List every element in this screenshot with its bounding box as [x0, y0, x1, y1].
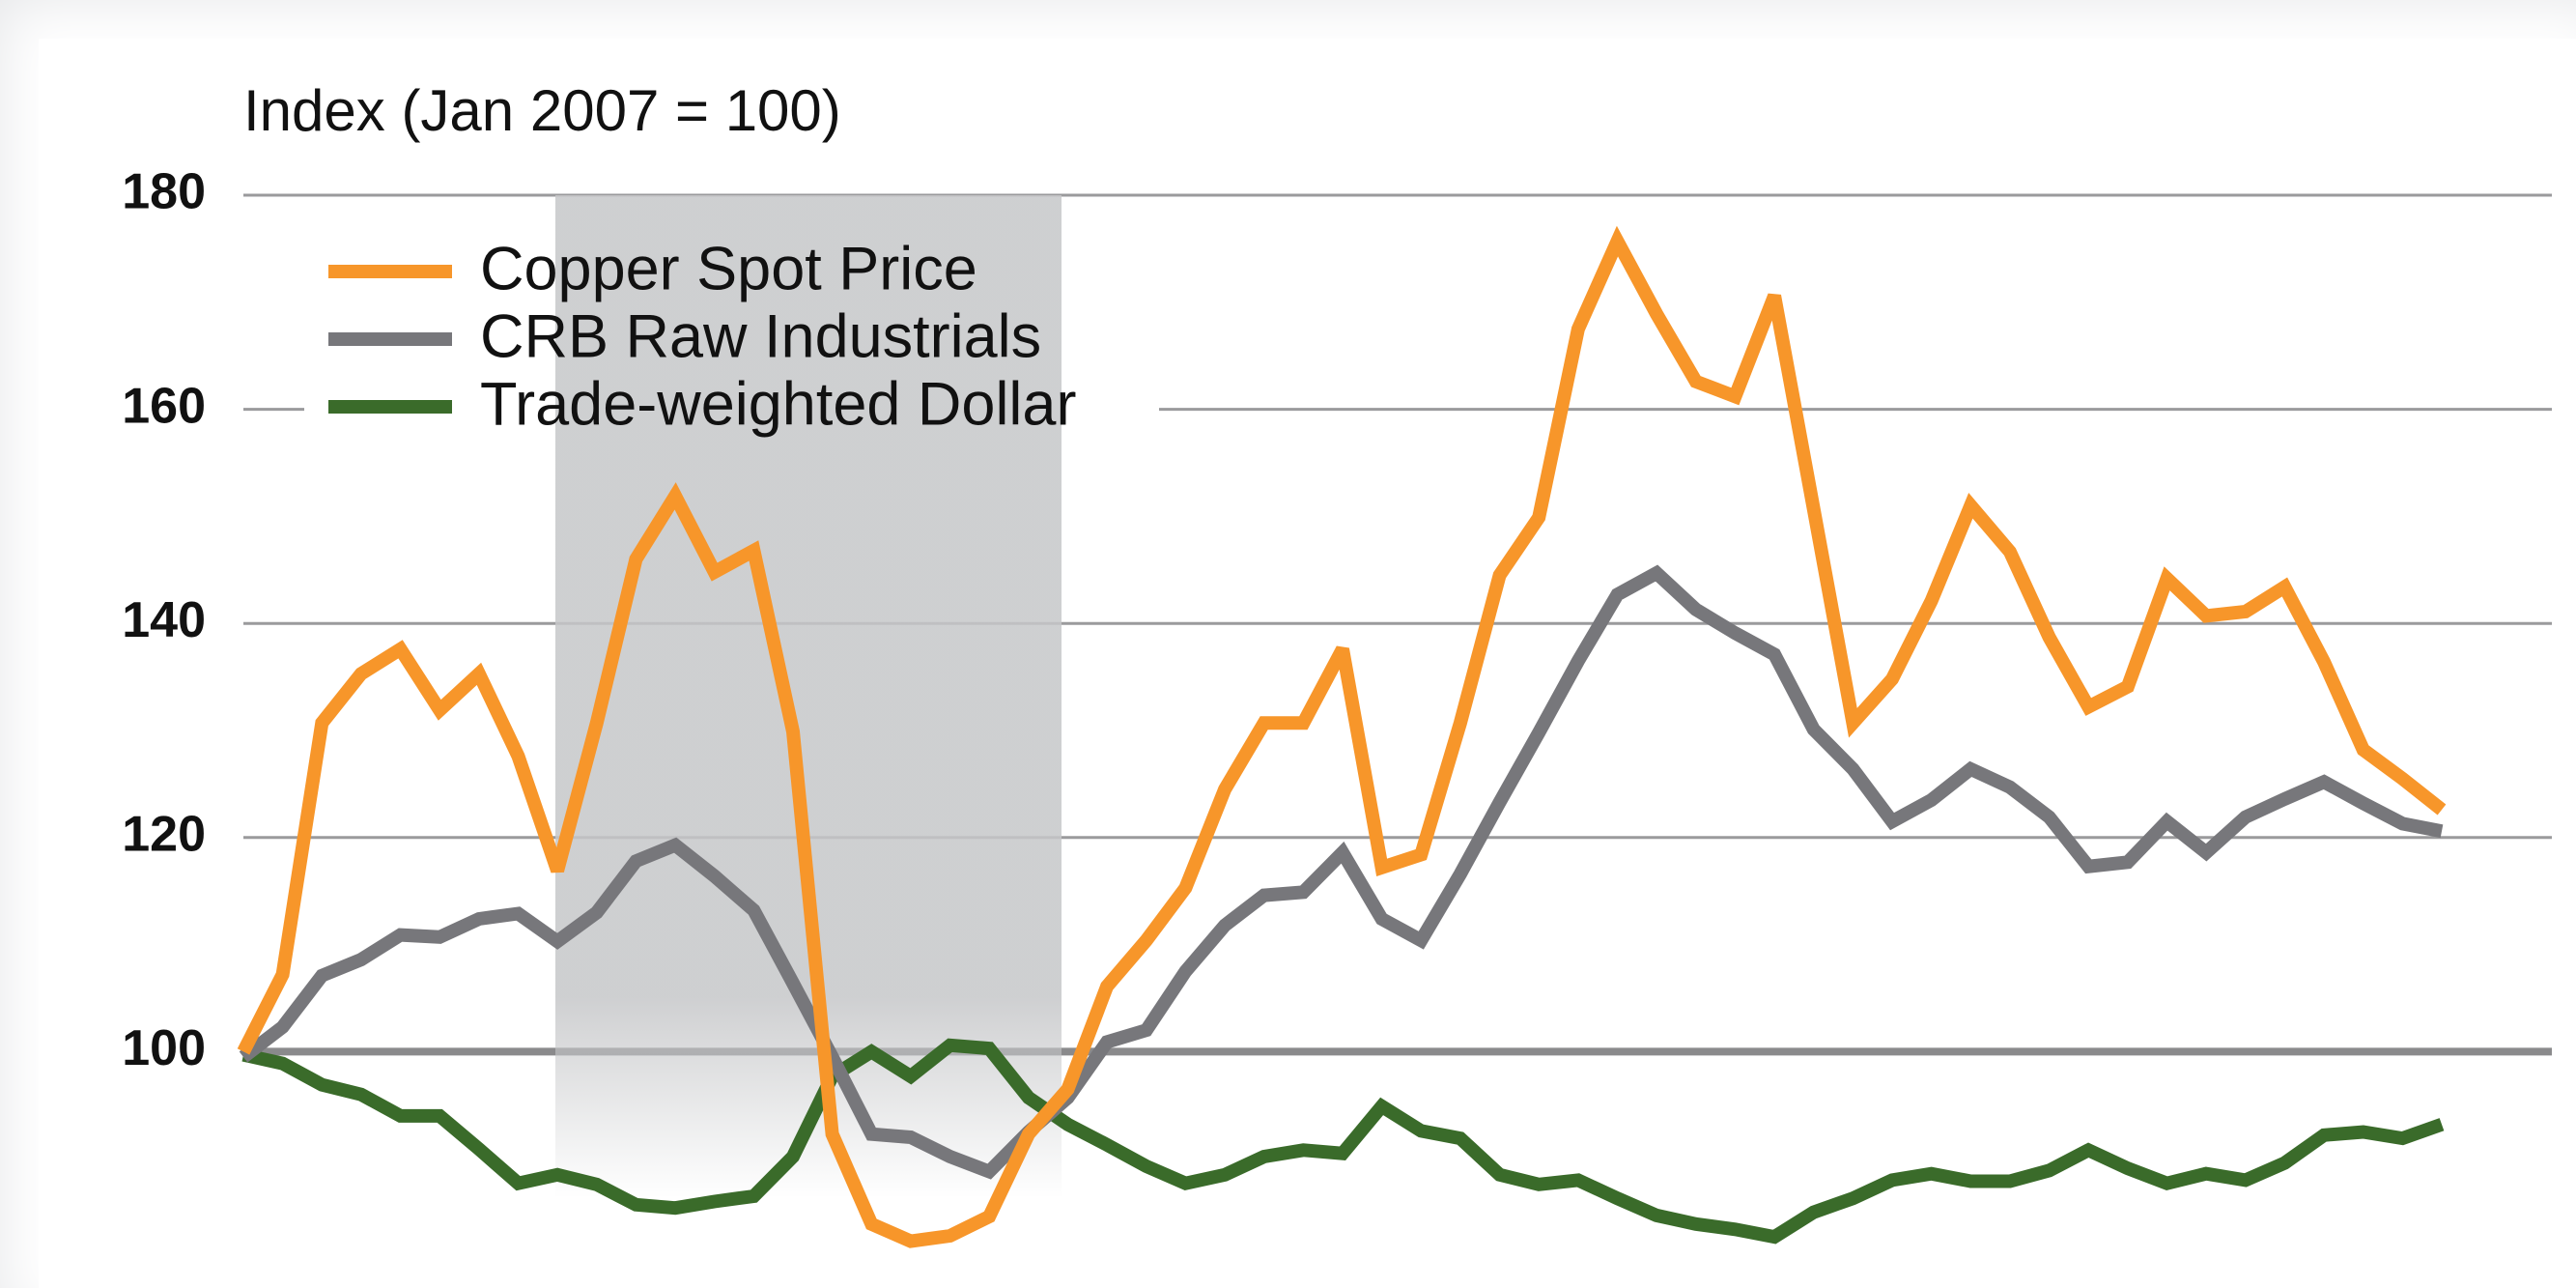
- legend-label: CRB Raw Industrials: [480, 303, 1041, 371]
- legend-label: Copper Spot Price: [480, 236, 977, 303]
- series-line: [241, 1038, 2445, 1245]
- y-tick-label: 120: [122, 807, 206, 863]
- legend-label: Trade-weighted Dollar: [480, 371, 1076, 439]
- y-tick-label: 160: [122, 378, 206, 434]
- series-line: [237, 225, 2447, 1248]
- y-tick-label: 140: [122, 592, 206, 648]
- y-tick-label: 100: [122, 1020, 206, 1076]
- chart-title: Index (Jan 2007 = 100): [243, 78, 841, 143]
- shaded-period: [555, 195, 1062, 1198]
- series-line: [239, 564, 2444, 1180]
- y-tick-label: 180: [122, 164, 206, 220]
